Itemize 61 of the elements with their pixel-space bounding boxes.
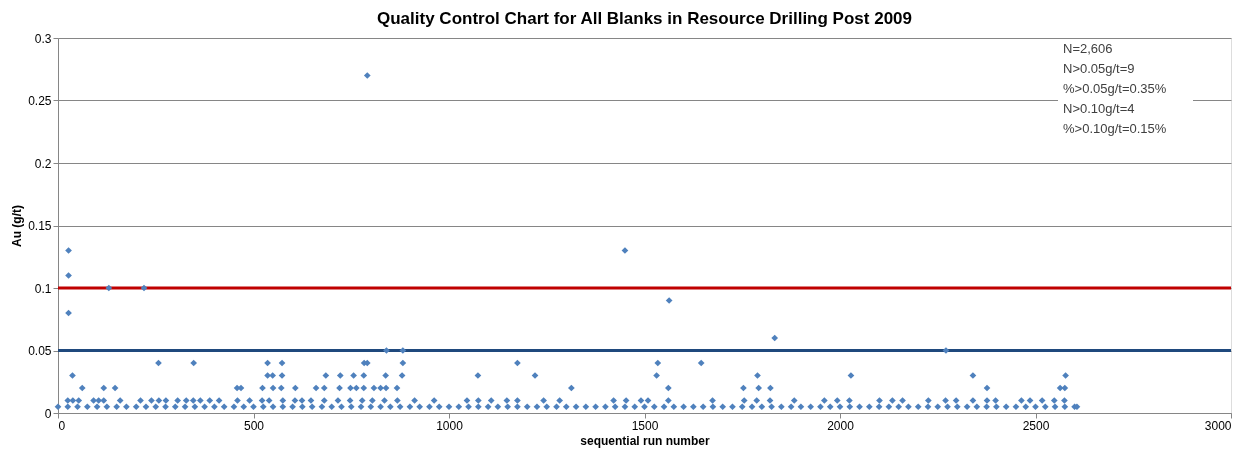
point [399, 359, 407, 367]
y-tick-label: 0.2 [34, 156, 52, 171]
chart-title: Quality Control Chart for All Blanks in Resource Drilling Post 2009 [377, 9, 912, 28]
point [69, 372, 76, 379]
annotation: %>0.05g/t=0.35% [1063, 81, 1167, 96]
point [277, 384, 285, 392]
point [312, 384, 320, 392]
y-tick-label: 0.25 [28, 94, 52, 108]
point [393, 384, 401, 392]
x-tick-label: 1500 [631, 418, 659, 433]
point [65, 247, 72, 254]
point [382, 372, 390, 379]
point [1062, 372, 1069, 379]
x-tick-label: 2000 [827, 418, 855, 433]
point [755, 384, 763, 392]
x-tick-label: 1000 [436, 418, 464, 433]
point [65, 272, 72, 279]
point [78, 384, 86, 392]
x-tick-label: 500 [243, 418, 265, 433]
point [360, 384, 368, 392]
point [360, 372, 368, 379]
x-tick-label: 3000 [1204, 418, 1232, 433]
point [264, 372, 271, 379]
point [654, 359, 662, 367]
point [697, 359, 705, 367]
y-tick-label: 0.3 [34, 31, 52, 46]
point [269, 372, 277, 379]
point [363, 72, 371, 79]
point [100, 384, 108, 392]
point [370, 384, 378, 392]
point [336, 372, 344, 379]
annotation: N>0.05g/t=9 [1063, 61, 1135, 76]
point [771, 334, 779, 342]
y-tick-label: 0.1 [34, 281, 52, 296]
y-tick-label: 0.05 [28, 344, 52, 358]
point [350, 372, 357, 379]
point [352, 384, 360, 392]
x-tick-label: 2500 [1022, 418, 1050, 433]
annotation: N>0.10g/t=4 [1063, 101, 1135, 116]
y-tick-label: 0 [44, 406, 52, 421]
point [291, 384, 299, 392]
annotation: N=2,606 [1063, 41, 1113, 56]
point [190, 359, 198, 367]
point [140, 284, 148, 292]
annotation: %>0.10g/t=0.15% [1063, 121, 1167, 136]
point [320, 384, 328, 392]
point [278, 359, 286, 367]
y-axis-title: Au (g/t) [10, 205, 25, 247]
point [322, 372, 330, 379]
point [111, 384, 119, 392]
point [665, 384, 672, 392]
y-tick-label: 0.15 [28, 219, 52, 233]
point [269, 384, 277, 392]
point [754, 372, 761, 379]
point [383, 347, 390, 354]
point [653, 372, 660, 379]
point [382, 384, 390, 392]
x-axis-title: sequential run number [580, 433, 710, 448]
x-tick-label: 0 [58, 418, 66, 433]
point [105, 284, 113, 292]
point [983, 384, 991, 392]
